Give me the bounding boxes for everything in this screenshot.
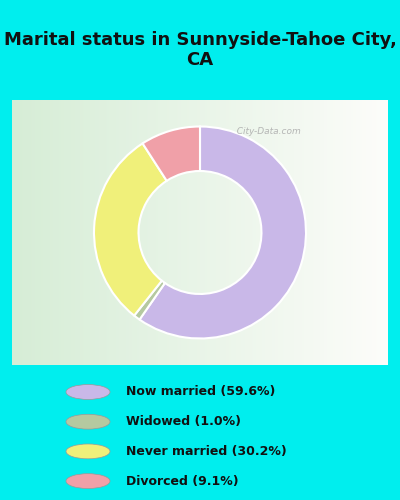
- Circle shape: [66, 384, 110, 400]
- Wedge shape: [94, 144, 167, 316]
- Text: Divorced (9.1%): Divorced (9.1%): [126, 474, 239, 488]
- Circle shape: [66, 444, 110, 459]
- Circle shape: [66, 414, 110, 429]
- Circle shape: [66, 474, 110, 488]
- Text: Never married (30.2%): Never married (30.2%): [126, 445, 287, 458]
- Text: City-Data.com: City-Data.com: [231, 128, 301, 136]
- Text: Now married (59.6%): Now married (59.6%): [126, 386, 275, 398]
- Wedge shape: [140, 126, 306, 338]
- Text: Widowed (1.0%): Widowed (1.0%): [126, 415, 241, 428]
- Wedge shape: [142, 126, 200, 181]
- Wedge shape: [134, 280, 165, 320]
- Text: Marital status in Sunnyside-Tahoe City,
CA: Marital status in Sunnyside-Tahoe City, …: [4, 30, 396, 70]
